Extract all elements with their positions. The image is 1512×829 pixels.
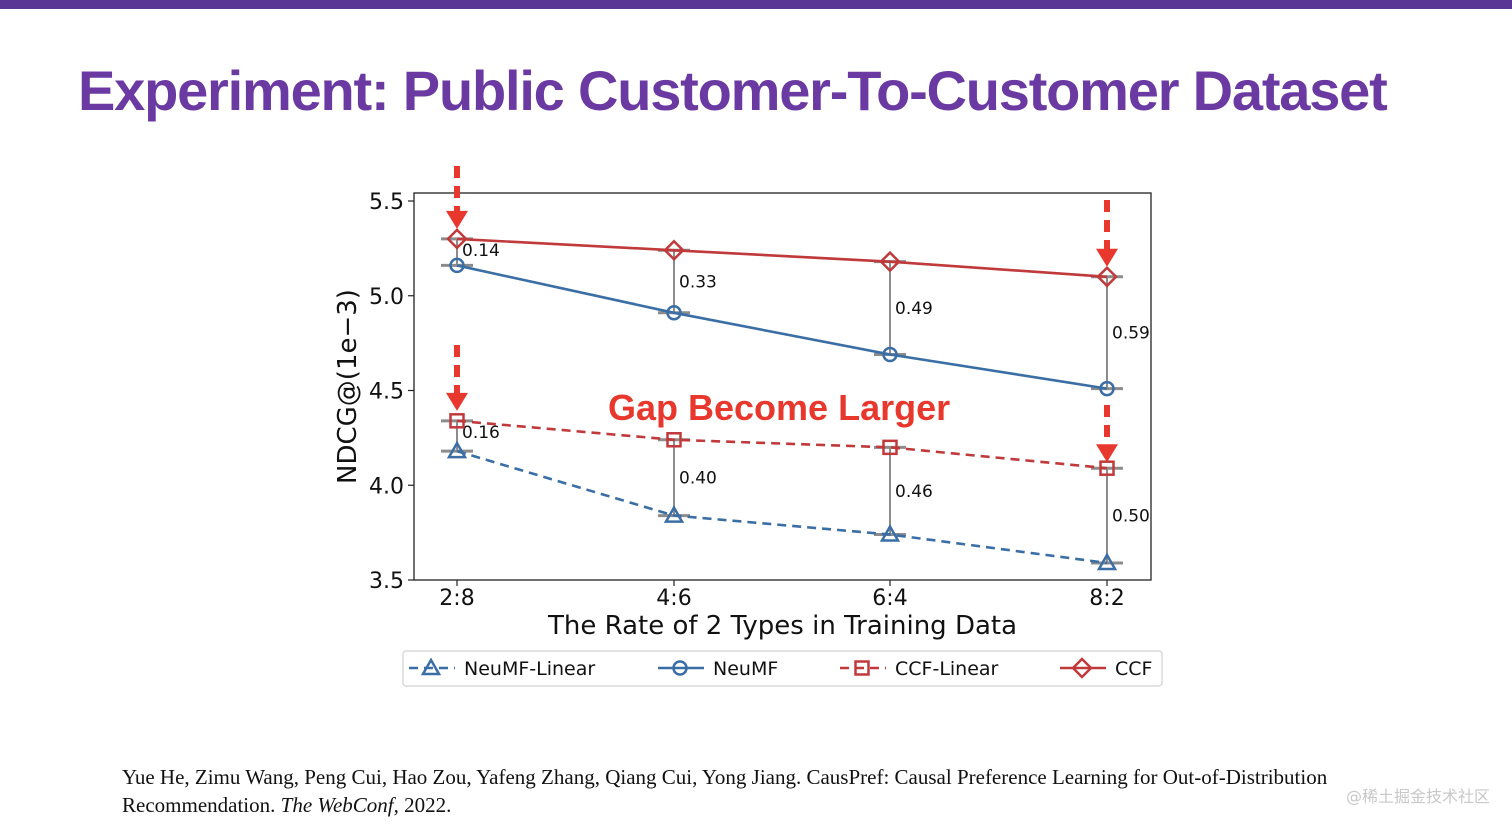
plot-frame (413, 192, 1152, 581)
gap-label: 0.14 (462, 241, 500, 261)
circle-marker (666, 305, 682, 321)
circle-marker (449, 257, 465, 274)
citation-authors: Yue He, Zimu Wang, Peng Cui, Hao Zou, Ya… (122, 765, 1328, 817)
triangle-marker (446, 440, 468, 459)
circle-marker (882, 346, 898, 363)
gap-label: 0.49 (895, 299, 933, 319)
legend-label: NeuMF (713, 658, 778, 680)
x-tick-label: 6:4 (872, 586, 907, 611)
y-tick-label: 3.5 (369, 569, 404, 594)
legend-box (402, 650, 1163, 687)
y-tick-label: 5.5 (369, 190, 404, 215)
y-tick-label: 4.5 (369, 380, 404, 405)
x-tick-label: 8:2 (1089, 586, 1124, 611)
triangle-marker (1096, 552, 1118, 571)
x-tick-label: 4:6 (656, 586, 691, 611)
citation-year: , 2022. (393, 793, 452, 817)
x-axis-label: The Rate of 2 Types in Training Data (547, 611, 1017, 641)
gap-label: 0.50 (1112, 507, 1150, 527)
gap-label: 0.59 (1112, 324, 1150, 344)
triangle-marker (663, 505, 685, 523)
y-tick-label: 4.0 (369, 474, 404, 499)
arrow-head (1096, 248, 1118, 267)
legend: NeuMF-Linear NeuMF CCF-Linear CCF (402, 650, 1163, 687)
arrow-head (446, 210, 468, 229)
series-line (456, 419, 1108, 470)
slide-title: Experiment: Public Customer-To-Customer … (78, 59, 1388, 122)
citation: Yue He, Zimu Wang, Peng Cui, Hao Zou, Ya… (122, 763, 1442, 819)
gap-annotation: Gap Become Larger (608, 387, 950, 428)
gap-label: 0.16 (462, 423, 500, 443)
circle-marker (672, 660, 688, 676)
arrow-head (1096, 444, 1118, 463)
square-marker (854, 660, 870, 676)
gap-label: 0.40 (679, 469, 717, 489)
legend-label: CCF-Linear (895, 658, 999, 680)
square-marker (666, 432, 682, 448)
series-line (456, 449, 1108, 565)
triangle-marker (879, 524, 901, 542)
triangle-marker (420, 657, 442, 676)
legend-label: CCF (1115, 658, 1152, 680)
diamond-marker (446, 228, 468, 250)
square-marker (882, 439, 898, 456)
top-accent-bar (0, 0, 1512, 9)
diamond-marker (663, 239, 685, 262)
square-marker (449, 413, 465, 429)
y-axis-label: NDCG@(1e−3) (333, 289, 363, 484)
diamond-marker (1096, 266, 1118, 288)
gap-label: 0.46 (895, 482, 933, 502)
gap-label: 0.33 (679, 273, 717, 293)
legend-label: NeuMF-Linear (464, 658, 595, 680)
x-tick-label: 2:8 (439, 586, 474, 611)
diamond-marker (879, 250, 901, 273)
citation-venue: The WebConf (280, 793, 394, 817)
circle-marker (1099, 380, 1115, 397)
arrow-head (446, 392, 468, 411)
series-line (456, 237, 1108, 279)
diamond-marker (1071, 657, 1093, 679)
watermark: @稀土掘金技术社区 (1345, 787, 1490, 806)
y-tick-label: 5.0 (369, 285, 404, 310)
series-line (456, 264, 1108, 390)
